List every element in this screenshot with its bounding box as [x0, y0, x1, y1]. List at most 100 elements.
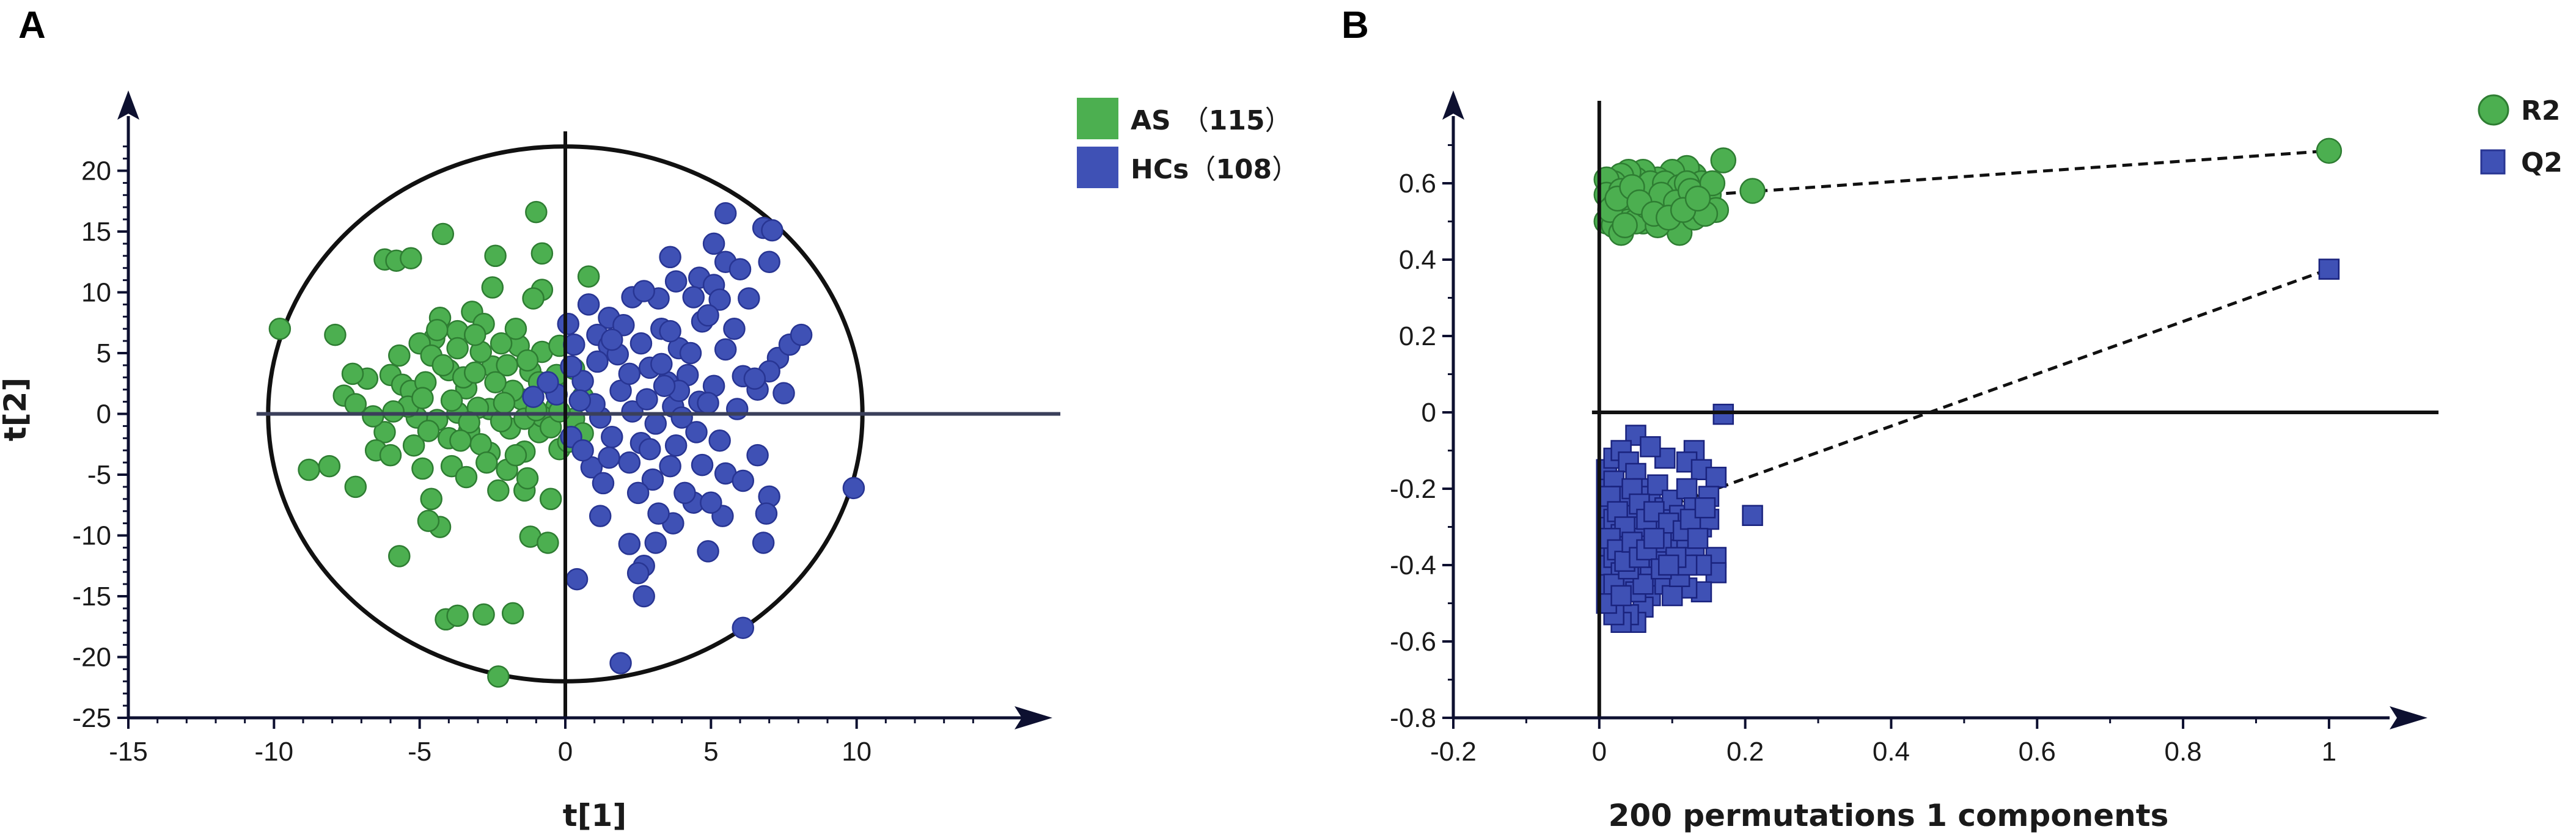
point-hcs	[577, 293, 600, 316]
point-as	[455, 466, 478, 489]
point-as	[420, 488, 442, 511]
point-q2	[1742, 505, 1763, 526]
point-q2	[1661, 585, 1683, 607]
point-hcs	[659, 320, 681, 343]
point-as	[388, 545, 411, 568]
panel-b-x-tick-label: 0.6	[2019, 737, 2056, 767]
point-q2	[1621, 478, 1643, 500]
point-hcs	[682, 286, 705, 309]
point-as	[426, 318, 449, 341]
point-q2	[1687, 528, 1709, 549]
point-hcs	[732, 469, 755, 492]
point-as	[446, 604, 469, 627]
point-r2	[1612, 212, 1638, 238]
point-hcs	[697, 540, 719, 563]
point-hcs	[790, 323, 813, 346]
point-hcs	[708, 288, 731, 311]
point-hcs	[691, 453, 714, 477]
legend-r2-label: R2	[2521, 95, 2561, 126]
panel-a-x-arrow	[1015, 706, 1052, 729]
point-hcs	[641, 468, 664, 491]
panel-a-scatter: A 20 15 10 5 0 -5 -10 -15 -20 -25 -15 -10 -5 0 5 10 t[1…	[0, 4, 1299, 833]
point-as	[537, 531, 559, 554]
point-as	[516, 467, 539, 490]
point-hcs	[842, 477, 865, 500]
point-hcs	[653, 374, 676, 397]
point-hcs	[636, 388, 658, 411]
panel-b-y-tick-label: 0	[1422, 398, 1436, 428]
regression-line-r2	[1599, 149, 2330, 204]
point-hcs	[644, 531, 667, 554]
point-hcs	[571, 439, 594, 462]
panel-b-x-tick-label: 0.8	[2164, 737, 2201, 767]
point-hcs	[626, 561, 650, 585]
point-hcs	[708, 429, 731, 452]
point-hcs	[700, 491, 722, 514]
point-q2	[1640, 436, 1661, 458]
legend-hcs-label: HCs（108）	[1131, 154, 1299, 185]
point-as	[373, 421, 396, 444]
panel-b-y-tick-label: -0.4	[1390, 550, 1436, 580]
panel-a-legend: AS （115） HCs（108）	[1077, 98, 1299, 188]
point-hcs	[772, 382, 795, 404]
panel-a-y-tick-label: 15	[81, 217, 111, 247]
point-as	[539, 488, 562, 511]
point-as	[487, 479, 510, 502]
point-as	[577, 265, 600, 288]
point-r2	[2316, 137, 2343, 164]
point-hcs	[723, 317, 746, 340]
point-q2	[1643, 528, 1665, 549]
panel-a-x-tick-label: 0	[558, 737, 573, 767]
point-as	[417, 509, 440, 532]
panel-a-y-tick-label: 0	[97, 400, 111, 429]
point-as	[341, 362, 364, 385]
point-hcs	[755, 502, 778, 525]
panel-b-y-tick-label: -0.6	[1390, 627, 1436, 657]
point-as	[318, 455, 341, 478]
panel-a-y-tick-label: -15	[72, 582, 111, 612]
panel-b-x-label: 200 permutations 1 components	[1609, 798, 2169, 833]
point-hcs	[728, 258, 752, 280]
point-as	[493, 392, 516, 414]
point-as	[388, 344, 411, 367]
panel-b-permutation: B 0.60.40.20-0.2-0.4-0.6-0.8-0.2 0 0.2 0.4 0…	[1341, 4, 2563, 833]
point-as	[504, 317, 527, 340]
panel-a-label: A	[18, 4, 46, 46]
panel-b-label: B	[1341, 4, 1369, 46]
point-as	[411, 387, 434, 409]
point-hcs	[650, 352, 673, 376]
point-as	[446, 337, 469, 360]
point-hcs	[673, 481, 696, 505]
point-as	[522, 287, 545, 310]
point-hcs	[659, 455, 681, 478]
point-as	[501, 602, 524, 625]
point-hcs	[589, 505, 612, 527]
legend-r2-marker	[2478, 94, 2509, 126]
panel-a-y-tick-label: 10	[81, 278, 111, 308]
point-q2	[1654, 447, 1676, 469]
panel-b-marks	[1593, 137, 2343, 633]
point-as	[525, 200, 548, 224]
panel-a-x-tick-label: -5	[408, 737, 431, 767]
point-hcs	[679, 341, 702, 365]
point-as	[362, 405, 384, 428]
point-as	[268, 317, 292, 340]
point-as	[487, 665, 510, 688]
point-as	[449, 429, 472, 452]
point-q2	[2318, 258, 2340, 280]
point-hcs	[557, 312, 580, 335]
point-r2	[1684, 185, 1711, 212]
point-as	[463, 323, 486, 346]
panel-a-y-tick-label: -5	[87, 460, 111, 490]
point-hcs	[601, 328, 623, 351]
point-hcs	[618, 533, 641, 555]
panel-a-y-tick-label: -25	[72, 703, 111, 733]
point-as	[484, 371, 507, 394]
point-as	[431, 354, 455, 377]
point-hcs	[638, 437, 661, 461]
point-as	[481, 276, 504, 299]
point-as	[379, 444, 402, 467]
point-r2	[1739, 178, 1766, 204]
point-q2	[1647, 474, 1668, 495]
panel-b-axes: 0.6 0.4 0.2 0 -0.2 -0.4 -0.6 -0.8 -0.2 0 0.2 0.4 0.6…	[1390, 90, 2438, 767]
